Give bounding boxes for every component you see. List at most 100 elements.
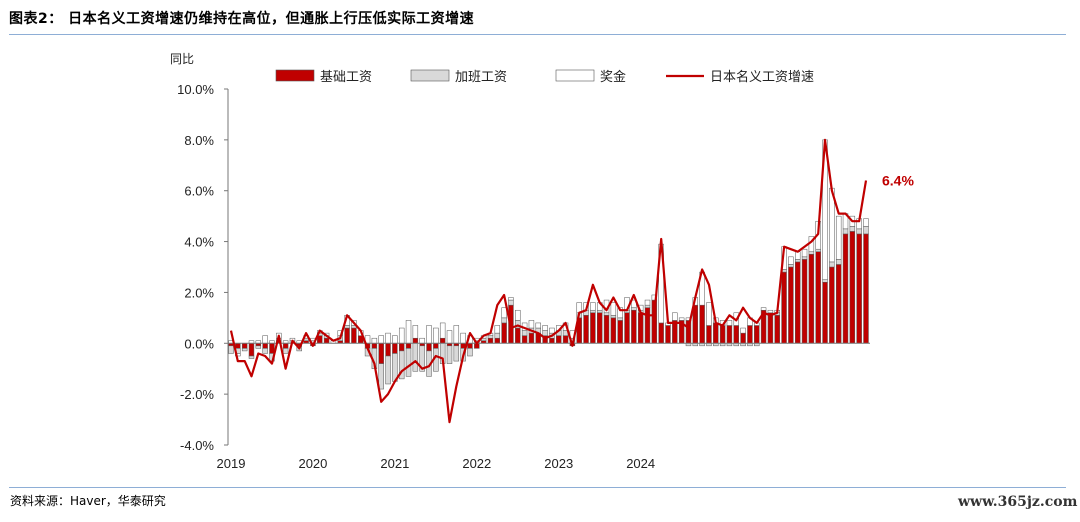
bar-base bbox=[385, 343, 391, 357]
bar-bonus bbox=[262, 335, 268, 344]
bar-base bbox=[740, 332, 746, 344]
bar-overtime bbox=[378, 363, 384, 390]
bar-bonus bbox=[412, 325, 419, 339]
bar-base bbox=[371, 343, 378, 349]
bar-bonus bbox=[439, 322, 446, 339]
source-note: 资料来源：Haver，华泰研究 bbox=[10, 494, 166, 508]
bar-base bbox=[610, 317, 617, 344]
bar-bonus bbox=[795, 251, 801, 260]
x-tick-label: 2024 bbox=[626, 456, 655, 471]
bar-base bbox=[781, 271, 787, 344]
legend-overtime-swatch bbox=[410, 69, 450, 82]
legend-base-swatch bbox=[275, 69, 315, 82]
bar-bonus bbox=[678, 317, 685, 321]
figure-title-bar: 图表2： 日本名义工资增速仍维持在高位，但通胀上行压低实际工资增速 bbox=[0, 0, 1080, 34]
bar-overtime bbox=[815, 248, 821, 252]
bar-bonus bbox=[446, 330, 453, 344]
bar-bonus bbox=[535, 322, 541, 329]
bar-overtime bbox=[808, 251, 815, 255]
bar-overtime bbox=[542, 330, 548, 336]
bar-bonus bbox=[405, 320, 412, 344]
bar-bonus bbox=[760, 307, 767, 311]
bar-overtime bbox=[835, 259, 842, 265]
bar-overtime bbox=[508, 299, 514, 306]
bar-bonus bbox=[835, 215, 842, 260]
bar-base bbox=[323, 337, 330, 344]
bar-base bbox=[603, 315, 610, 344]
legend-base-label: 基础工资 bbox=[320, 70, 372, 85]
bar-base bbox=[754, 325, 760, 344]
bar-base bbox=[528, 332, 535, 344]
bar-bonus bbox=[426, 325, 432, 344]
bar-base bbox=[747, 325, 753, 344]
bar-base bbox=[863, 233, 869, 344]
bar-bonus bbox=[542, 325, 548, 331]
figure-title: 图表2： 日本名义工资增速仍维持在高位，但通胀上行压低实际工资增速 bbox=[9, 11, 475, 27]
bar-base bbox=[398, 343, 405, 352]
bar-overtime bbox=[603, 312, 610, 316]
legend-overtime-label: 加班工资 bbox=[455, 70, 507, 85]
bar-overtime bbox=[631, 307, 637, 311]
bar-overtime bbox=[521, 330, 528, 336]
bar-base bbox=[835, 264, 842, 344]
bottom-rule bbox=[9, 487, 1066, 488]
bar-overtime bbox=[398, 350, 405, 380]
watermark: www.365jz.com bbox=[958, 494, 1078, 510]
bar-base bbox=[617, 320, 623, 344]
bar-base bbox=[494, 337, 500, 344]
bar-overtime bbox=[241, 348, 248, 352]
bar-overtime bbox=[795, 259, 801, 263]
bar-base bbox=[856, 233, 862, 344]
bar-base bbox=[808, 254, 815, 344]
bar-bonus bbox=[515, 309, 521, 321]
bar-overtime bbox=[849, 226, 856, 232]
bar-base bbox=[282, 343, 289, 349]
y-tick-label: 2.0% bbox=[184, 285, 214, 300]
bar-bonus bbox=[494, 325, 500, 334]
bar-overtime bbox=[788, 264, 794, 268]
bar-base bbox=[767, 312, 774, 344]
bar-base bbox=[795, 261, 801, 344]
bar-bonus bbox=[549, 327, 555, 334]
bar-bonus bbox=[590, 302, 596, 311]
bar-bonus bbox=[508, 297, 514, 301]
bar-base bbox=[412, 337, 419, 344]
bar-overtime bbox=[801, 256, 808, 260]
bar-overtime bbox=[405, 348, 412, 377]
bar-overtime bbox=[822, 279, 828, 283]
bar-base bbox=[801, 259, 808, 344]
bar-base bbox=[637, 312, 644, 344]
bar-base bbox=[726, 325, 733, 344]
bar-overtime bbox=[863, 226, 869, 235]
y-tick-label: 6.0% bbox=[184, 184, 214, 199]
bar-overtime bbox=[248, 355, 255, 359]
bar-bonus bbox=[706, 302, 712, 326]
bar-base bbox=[433, 343, 439, 349]
bar-bonus bbox=[460, 332, 466, 344]
y-unit-label: 同比 bbox=[170, 52, 194, 66]
y-tick-label: 10.0% bbox=[177, 82, 214, 97]
bar-bonus bbox=[501, 307, 507, 319]
bar-base bbox=[344, 327, 350, 344]
bar-base bbox=[815, 251, 821, 344]
bar-overtime bbox=[344, 325, 350, 329]
bar-bonus bbox=[392, 335, 398, 344]
bar-base bbox=[706, 325, 712, 344]
bar-overtime bbox=[487, 335, 494, 339]
bar-base bbox=[549, 337, 555, 344]
bar-base bbox=[699, 304, 705, 344]
bar-bonus bbox=[371, 337, 378, 344]
bar-base bbox=[590, 312, 596, 344]
x-tick-label: 2019 bbox=[217, 456, 246, 471]
bar-base bbox=[556, 335, 562, 344]
bar-bonus bbox=[788, 256, 794, 265]
bar-base bbox=[665, 325, 671, 344]
bar-base bbox=[392, 343, 398, 354]
last-value-label: 6.4% bbox=[882, 173, 914, 189]
bar-base bbox=[658, 322, 664, 344]
bar-overtime bbox=[617, 317, 623, 321]
bar-bonus bbox=[617, 307, 623, 319]
bar-bonus bbox=[385, 332, 391, 344]
bar-base bbox=[426, 343, 432, 352]
bar-overtime bbox=[282, 348, 289, 354]
